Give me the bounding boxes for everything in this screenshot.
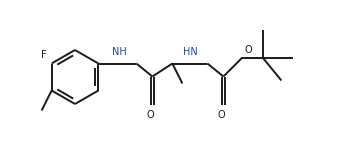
Text: F: F [41,51,47,60]
Text: O: O [218,109,225,120]
Text: HN: HN [182,47,197,58]
Text: NH: NH [112,47,127,58]
Text: O: O [147,109,154,120]
Text: O: O [244,46,252,55]
